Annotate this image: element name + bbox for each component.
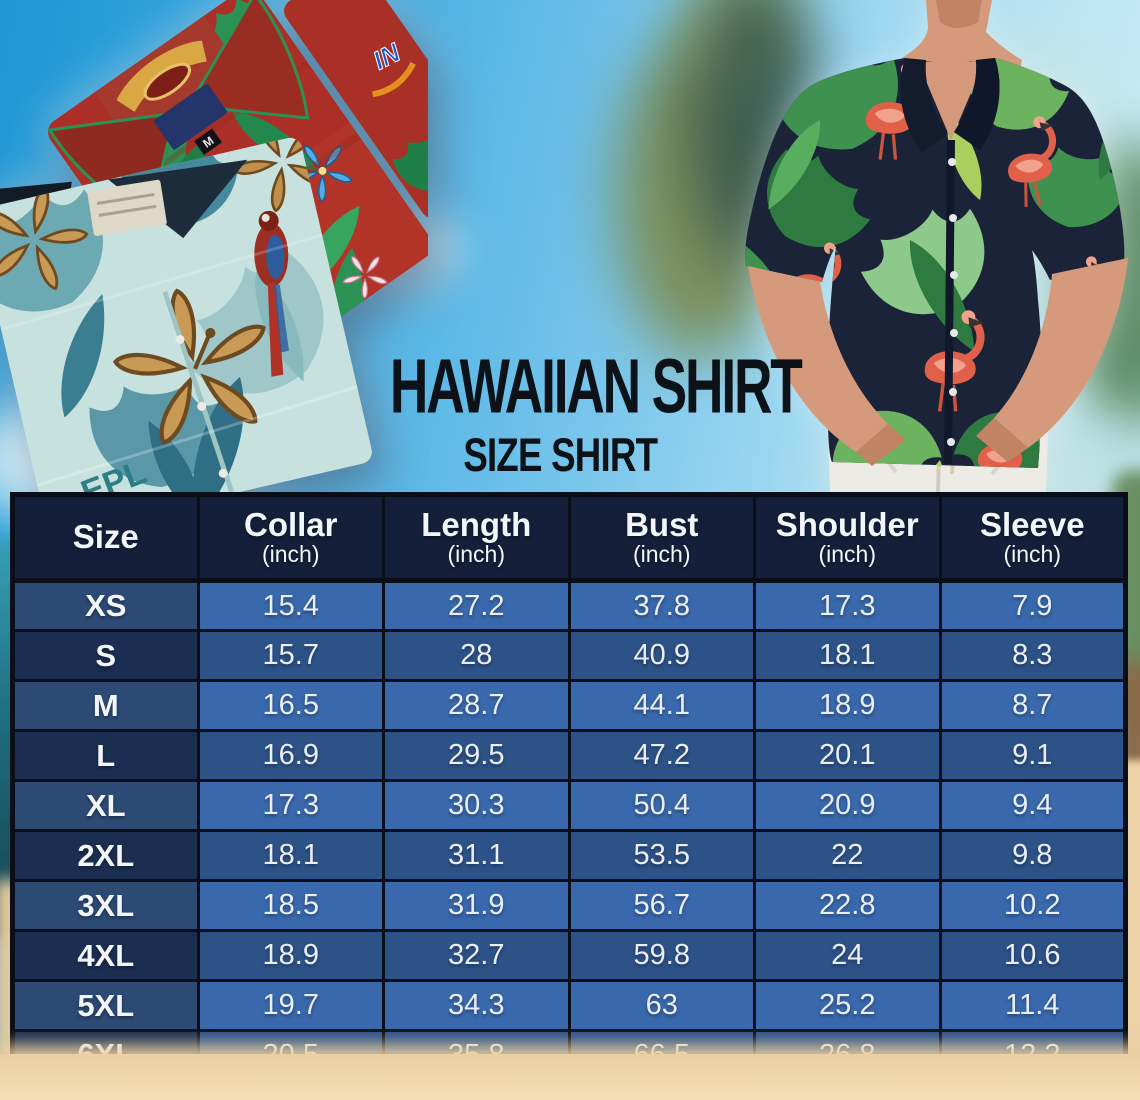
measurement-cell: 18.1 — [196, 829, 385, 882]
measurement-cell: 28.7 — [382, 679, 571, 732]
size-cell: 5XL — [11, 979, 200, 1032]
measurement-cell: 16.5 — [196, 679, 385, 732]
measurement-cell: 8.7 — [938, 679, 1127, 732]
measurement-cell: 15.4 — [196, 579, 385, 632]
measurement-cell: 28 — [382, 629, 571, 682]
measurement-cell: 31.1 — [382, 829, 571, 882]
size-table-body: XS 15.4 27.2 37.8 17.3 7.9 S 15.7 28 40.9 18.1 8.3 M… — [11, 579, 1127, 1082]
measurement-cell: 31.9 — [382, 879, 571, 932]
measurement-cell: 18.9 — [753, 679, 942, 732]
measurement-cell: 19.7 — [196, 979, 385, 1032]
measurement-cell: 7.9 — [938, 579, 1127, 632]
measurement-cell: 17.3 — [753, 579, 942, 632]
measurement-cell: 18.9 — [196, 929, 385, 982]
measurement-cell: 63 — [567, 979, 756, 1032]
size-cell: 3XL — [11, 879, 200, 932]
model-arms — [748, 258, 1128, 466]
table-row: 3XL 18.5 31.9 56.7 22.8 10.2 — [11, 879, 1127, 932]
table-row: L 16.9 29.5 47.2 20.1 9.1 — [11, 729, 1127, 782]
measurement-cell: 9.1 — [938, 729, 1127, 782]
table-row: S 15.7 28 40.9 18.1 8.3 — [11, 629, 1127, 682]
measurement-cell: 15.7 — [196, 629, 385, 682]
size-table-header: Size Collar (inch) Length (inch) Bust (i… — [11, 493, 1127, 583]
table-row: XS 15.4 27.2 37.8 17.3 7.9 — [11, 579, 1127, 632]
measurement-cell: 37.8 — [567, 579, 756, 632]
size-cell: M — [11, 679, 200, 732]
size-table: Size Collar (inch) Length (inch) Bust (i… — [10, 492, 1128, 1083]
column-header-size: Size — [11, 493, 200, 583]
measurement-cell: 50.4 — [567, 779, 756, 832]
table-row: XL 17.3 30.3 50.4 20.9 9.4 — [11, 779, 1127, 832]
measurement-cell: 17.3 — [196, 779, 385, 832]
measurement-cell: 27.2 — [382, 579, 571, 632]
measurement-cell: 22.8 — [753, 879, 942, 932]
table-row: M 16.5 28.7 44.1 18.9 8.7 — [11, 679, 1127, 732]
measurement-cell: 53.5 — [567, 829, 756, 882]
size-cell: 4XL — [11, 929, 200, 982]
measurement-cell: 10.2 — [938, 879, 1127, 932]
measurement-cell: 18.5 — [196, 879, 385, 932]
size-cell: 2XL — [11, 829, 200, 882]
measurement-cell: 25.2 — [753, 979, 942, 1032]
sand-strip — [0, 1054, 1140, 1100]
table-row: 5XL 19.7 34.3 63 25.2 11.4 — [11, 979, 1127, 1032]
measurement-cell: 29.5 — [382, 729, 571, 782]
measurement-cell: 32.7 — [382, 929, 571, 982]
column-header-sleeve: Sleeve (inch) — [938, 493, 1127, 583]
folded-shirts-photo: M IN — [0, 0, 428, 500]
column-header-bust: Bust (inch) — [567, 493, 756, 583]
measurement-cell: 11.4 — [938, 979, 1127, 1032]
table-row: 2XL 18.1 31.1 53.5 22 9.8 — [11, 829, 1127, 882]
page-subtitle: SIZE SHIRT — [463, 428, 658, 481]
measurement-cell: 8.3 — [938, 629, 1127, 682]
measurement-cell: 47.2 — [567, 729, 756, 782]
measurement-cell: 10.6 — [938, 929, 1127, 982]
size-cell: S — [11, 629, 200, 682]
measurement-cell: 56.7 — [567, 879, 756, 932]
column-header-collar: Collar (inch) — [196, 493, 385, 583]
measurement-cell: 20.1 — [753, 729, 942, 782]
measurement-cell: 59.8 — [567, 929, 756, 982]
measurement-cell: 9.4 — [938, 779, 1127, 832]
measurement-cell: 44.1 — [567, 679, 756, 732]
measurement-cell: 34.3 — [382, 979, 571, 1032]
size-cell: XS — [11, 579, 200, 632]
measurement-cell: 30.3 — [382, 779, 571, 832]
measurement-cell: 9.8 — [938, 829, 1127, 882]
title-block: HAWAIIAN SHIRT SIZE SHIRT — [310, 342, 810, 481]
column-header-shoulder: Shoulder (inch) — [753, 493, 942, 583]
size-cell: L — [11, 729, 200, 782]
table-row: 4XL 18.9 32.7 59.8 24 10.6 — [11, 929, 1127, 982]
model-photo — [745, 0, 1128, 492]
measurement-cell: 20.9 — [753, 779, 942, 832]
header-row: Size Collar (inch) Length (inch) Bust (i… — [11, 493, 1127, 583]
measurement-cell: 40.9 — [567, 629, 756, 682]
size-cell: XL — [11, 779, 200, 832]
measurement-cell: 22 — [753, 829, 942, 882]
measurement-cell: 18.1 — [753, 629, 942, 682]
column-header-length: Length (inch) — [382, 493, 571, 583]
measurement-cell: 16.9 — [196, 729, 385, 782]
page-title: HAWAIIAN SHIRT — [389, 342, 803, 430]
parrot-print — [254, 210, 289, 377]
measurement-cell: 24 — [753, 929, 942, 982]
